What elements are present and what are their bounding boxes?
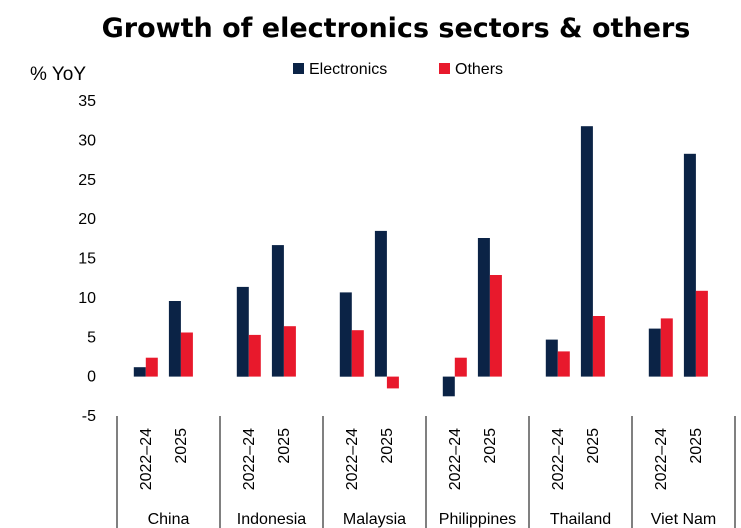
bar-others-viet-nam-1 [695, 290, 708, 377]
bar-electronics-philippines-0 [442, 376, 455, 397]
y-tick-label: 20 [78, 211, 96, 228]
bar-electronics-philippines-1 [477, 238, 490, 377]
bars [133, 126, 708, 397]
bar-electronics-malaysia-0 [339, 292, 352, 377]
y-tick-label: 25 [78, 172, 96, 189]
x-period-label: 2022–24 [653, 428, 670, 490]
x-period-label: 2025 [585, 428, 602, 464]
bar-others-china-0 [145, 357, 158, 377]
x-period-label: 2025 [688, 428, 705, 464]
x-period-label: 2022–24 [138, 428, 155, 490]
legend-label: Others [455, 61, 503, 78]
x-category-label: Philippines [439, 511, 516, 528]
legend-swatch [439, 63, 450, 74]
y-tick-label: 30 [78, 132, 96, 149]
bar-electronics-china-1 [168, 301, 181, 377]
x-period-label: 2022–24 [550, 428, 567, 490]
x-category-label: Thailand [550, 511, 611, 528]
bar-others-malaysia-0 [351, 330, 364, 377]
bar-others-china-1 [180, 332, 193, 377]
bar-others-indonesia-1 [283, 326, 296, 377]
bar-others-thailand-0 [557, 351, 570, 377]
bar-electronics-viet-nam-0 [648, 328, 661, 377]
x-category-label: China [148, 511, 190, 528]
x-category-label: Indonesia [237, 511, 306, 528]
y-tick-label: 10 [78, 290, 96, 307]
bar-electronics-indonesia-1 [271, 245, 284, 377]
x-period-label: 2025 [482, 428, 499, 464]
x-category-label: Viet Nam [651, 511, 717, 528]
chart-title: Growth of electronics sectors & others [102, 13, 691, 44]
y-tick-label: 35 [78, 93, 96, 110]
bar-others-thailand-1 [592, 316, 605, 377]
bar-electronics-china-0 [133, 367, 146, 377]
bar-electronics-thailand-1 [580, 126, 593, 377]
bar-others-indonesia-0 [248, 334, 261, 377]
y-tick-label: 5 [87, 329, 96, 346]
bar-others-philippines-0 [454, 357, 467, 377]
x-period-label: 2025 [173, 428, 190, 464]
bar-others-viet-nam-0 [660, 318, 673, 377]
y-tick-label: 0 [87, 369, 96, 386]
bar-electronics-thailand-0 [545, 339, 558, 377]
x-period-label: 2022–24 [241, 428, 258, 490]
y-tick-label: 15 [78, 251, 96, 268]
bar-others-malaysia-1 [386, 376, 399, 389]
bar-electronics-indonesia-0 [236, 286, 249, 377]
legend: Electronics Others [293, 61, 503, 78]
bar-others-philippines-1 [489, 275, 502, 377]
bar-electronics-malaysia-1 [374, 230, 387, 377]
x-period-label: 2022–24 [447, 428, 464, 490]
y-tick-label: -5 [82, 408, 96, 425]
bar-electronics-viet-nam-1 [683, 153, 696, 377]
x-period-label: 2022–24 [344, 428, 361, 490]
y-axis-label: % YoY [30, 64, 86, 85]
y-axis-ticks: 35 30 25 20 15 10 5 0 -5 [78, 93, 96, 425]
legend-label: Electronics [309, 61, 387, 78]
legend-swatch [293, 63, 304, 74]
x-axis: 2022–24 2025 China 2022–24 2025 Indonesia 2022… [116, 416, 736, 528]
x-period-label: 2025 [379, 428, 396, 464]
x-period-label: 2025 [276, 428, 293, 464]
x-category-label: Malaysia [343, 511, 406, 528]
